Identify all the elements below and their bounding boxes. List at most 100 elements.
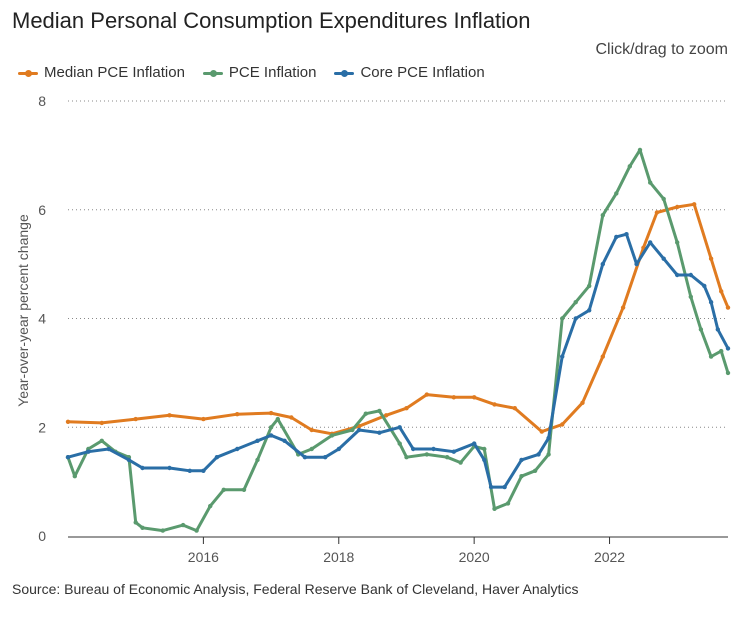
data-point [505, 501, 511, 506]
data-point [180, 522, 186, 528]
data-point [560, 316, 565, 321]
data-point [255, 457, 260, 463]
data-point [725, 305, 731, 310]
series-median-pce-inflation[interactable] [65, 202, 731, 436]
data-point [214, 455, 220, 460]
x-tick-label: 2022 [594, 549, 625, 565]
data-point [329, 433, 335, 438]
data-point [708, 300, 714, 305]
data-point [235, 412, 240, 417]
data-point [397, 425, 402, 430]
data-point [99, 420, 105, 426]
chart-title: Median Personal Consumption Expenditures… [12, 8, 531, 33]
data-point [620, 305, 626, 310]
legend-swatch-pce [202, 66, 223, 80]
legend-label-core-pce: Core PCE Inflation [360, 64, 485, 81]
data-point [482, 457, 487, 463]
data-point [221, 487, 226, 492]
y-tick-label: 2 [38, 419, 46, 435]
data-point [600, 354, 605, 359]
data-point [614, 191, 619, 196]
data-point [624, 232, 629, 237]
data-point [451, 449, 456, 454]
series-line [66, 148, 730, 533]
data-point [587, 308, 592, 313]
legend-item-pce[interactable]: PCE Inflation [202, 64, 316, 81]
data-point [397, 441, 402, 446]
series-pce-inflation[interactable] [65, 147, 731, 533]
zoom-hint: Click/drag to zoom [595, 41, 729, 58]
data-point [411, 446, 416, 452]
series-line [66, 202, 730, 436]
data-point [282, 438, 287, 443]
data-point [675, 204, 680, 210]
data-point [309, 446, 314, 452]
data-point [560, 354, 565, 359]
y-tick-label: 8 [38, 93, 46, 109]
data-point [356, 427, 362, 433]
data-point [519, 474, 524, 479]
data-point [648, 240, 653, 245]
data-point [488, 484, 494, 490]
data-point [614, 234, 619, 240]
data-point [560, 422, 565, 427]
data-point [532, 468, 538, 473]
data-point [675, 240, 680, 245]
legend-item-core-pce[interactable]: Core PCE Inflation [334, 64, 485, 81]
data-point [133, 520, 138, 525]
data-point [431, 446, 436, 452]
x-tick-label: 2018 [323, 549, 354, 565]
data-point [502, 484, 507, 490]
data-point [634, 261, 639, 267]
data-point [255, 438, 260, 443]
data-point [65, 455, 71, 460]
data-point [519, 457, 524, 463]
data-point [725, 346, 731, 351]
data-point [715, 327, 720, 332]
data-point [539, 429, 544, 434]
data-point [546, 452, 551, 457]
data-point [336, 446, 341, 452]
data-point [377, 430, 382, 435]
data-point [384, 413, 389, 418]
data-point [201, 416, 206, 422]
source-note: Source: Bureau of Economic Analysis, Fed… [12, 581, 579, 597]
data-point [160, 528, 165, 533]
data-point [167, 413, 172, 418]
data-point [546, 435, 551, 441]
y-axis-title: Year-over-year percent change [15, 214, 31, 407]
data-point [106, 446, 111, 452]
data-point [637, 147, 643, 153]
data-point [424, 452, 429, 457]
data-point [289, 415, 294, 420]
data-point [268, 425, 274, 430]
data-point [661, 256, 666, 261]
data-point [323, 455, 328, 460]
data-point [472, 441, 477, 446]
data-point [492, 402, 497, 407]
data-point [573, 316, 578, 321]
data-point [167, 465, 172, 471]
legend-label-median-pce: Median PCE Inflation [44, 64, 185, 81]
data-point [126, 457, 132, 463]
data-point [268, 433, 274, 438]
data-point [627, 164, 632, 169]
grid-lines [68, 100, 728, 428]
data-point [444, 455, 450, 460]
data-point [133, 416, 138, 422]
data-point [350, 427, 355, 433]
data-point [692, 202, 697, 207]
data-point [702, 283, 707, 289]
data-point [573, 300, 578, 305]
data-point [404, 406, 409, 411]
legend-item-median-pce[interactable]: Median PCE Inflation [18, 64, 185, 81]
data-point [275, 416, 280, 422]
data-point [512, 406, 517, 411]
data-point [472, 395, 477, 400]
series-core-pce-inflation[interactable] [65, 232, 731, 490]
data-point [241, 487, 247, 492]
data-point [725, 370, 731, 376]
data-point [208, 503, 213, 509]
data-point [302, 455, 308, 460]
